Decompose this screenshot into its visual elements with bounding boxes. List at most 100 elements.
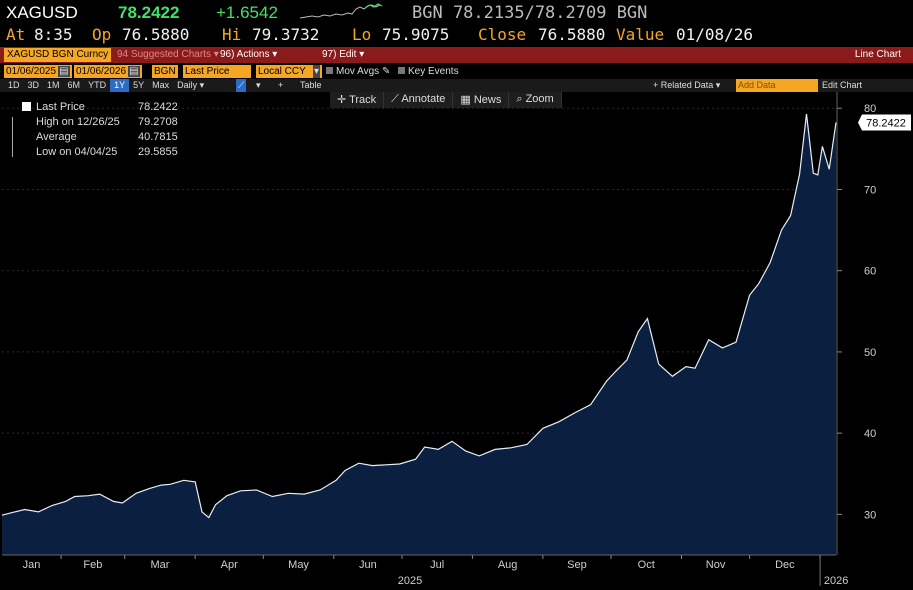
legend-avg-label: Average — [36, 131, 77, 143]
chart-tools: ✛ Track ⟋ Annotate ▦ News ⌕ Zoom — [330, 92, 562, 108]
chevron-down-icon: ▾ — [312, 65, 320, 78]
legend-bracket — [12, 117, 19, 157]
at-time: 8:35 — [34, 25, 73, 44]
y-tick-label: 70 — [864, 184, 876, 196]
high-value: 79.3732 — [252, 25, 320, 44]
period-3d[interactable]: 3D — [27, 80, 40, 90]
currency-selector[interactable]: Local CCY ▾ — [256, 65, 322, 78]
value-date: 01/08/26 — [676, 25, 754, 44]
quote-stats: At 8:35 Op 76.5880 Hi 79.3732 Lo 75.9075… — [6, 25, 911, 47]
at-label: At — [6, 25, 26, 44]
security-field[interactable]: XAGUSD BGN Curncy — [4, 48, 112, 62]
key-events-toggle[interactable]: Key Events — [398, 65, 459, 78]
low-label: Lo — [352, 25, 372, 44]
x-axis: Jan Feb Mar Apr May Jun Jul Aug Sep Oct Nov Dec 2025… — [2, 554, 848, 587]
x-tick-label: Sep — [567, 559, 587, 571]
annotate-label: Annotate — [401, 93, 446, 105]
related-data-label: + Related Data — [653, 80, 714, 90]
x-tick-label: Aug — [498, 559, 518, 571]
last-value-tag: 78.2422 — [858, 114, 911, 131]
year-label: 2025 — [398, 575, 422, 587]
news-button[interactable]: ▦ News — [453, 92, 510, 108]
edit-chart-label: Edit Chart — [822, 80, 863, 90]
quote-header: XAGUSD 78.2422 +1.6542 BGN 78.2135/78.27… — [6, 3, 911, 25]
x-tick-label: Jul — [430, 559, 444, 571]
value-label: Value — [616, 25, 665, 44]
actions-menu[interactable]: 96) Actions ▾ — [220, 48, 277, 62]
end-date-value: 01/06/2026 — [76, 66, 127, 77]
chart-legend: Last Price 78.2422 High on 12/26/25 79.2… — [10, 100, 208, 160]
period-6m[interactable]: 6M — [67, 80, 81, 90]
chevron-down-icon: ▾ — [356, 49, 365, 60]
close-label: Close — [478, 25, 527, 44]
close-value: 76.5880 — [538, 25, 606, 44]
price-line — [1, 113, 837, 519]
chart-controls: 01/06/2025 ▤ 01/06/2026 ▤ BGN Last Price L… — [0, 65, 913, 79]
key-events-label: Key Events — [408, 66, 459, 77]
more-icon[interactable]: + — [278, 80, 284, 90]
x-tick-label: Jun — [359, 559, 377, 571]
edit-menu[interactable]: 97) Edit ▾ — [322, 48, 364, 62]
currency-value: Local CCY — [258, 66, 306, 77]
suggested-charts-label: 94 Suggested Charts — [117, 49, 211, 60]
period-5y[interactable]: 5Y — [133, 80, 145, 90]
legend-avg-value: 40.7815 — [138, 131, 178, 143]
zoom-button[interactable]: ⌕ Zoom — [509, 92, 562, 108]
legend-low-label: Low on 04/04/25 — [36, 146, 118, 158]
chart-style-button[interactable]: ⟋ — [236, 79, 247, 92]
legend-low: Low on 04/04/25 29.5855 — [10, 145, 208, 160]
period-1d[interactable]: 1D — [8, 80, 20, 90]
chevron-down-icon[interactable]: ▾ — [256, 80, 261, 90]
period-max[interactable]: Max — [152, 80, 170, 90]
mov-avgs-toggle[interactable]: Mov Avgs ✎ — [326, 65, 390, 78]
edit-chart-button[interactable]: Edit Chart — [822, 79, 862, 92]
edit-label: 97) Edit — [322, 49, 357, 60]
add-data-input[interactable]: Add Data — [736, 79, 818, 92]
x-tick-label: Nov — [706, 559, 726, 571]
suggested-charts-button[interactable]: 94 Suggested Charts ▾ — [117, 48, 219, 62]
crosshair-icon: ✛ — [337, 94, 350, 106]
x-tick-label: Mar — [150, 559, 169, 571]
open-value: 76.5880 — [122, 25, 190, 44]
legend-last-price[interactable]: Last Price 78.2422 — [10, 100, 208, 115]
x-tick-label: Feb — [83, 559, 102, 571]
y-tick-label: 40 — [864, 428, 876, 440]
x-tick-label: Dec — [775, 559, 795, 571]
track-label: Track — [349, 94, 377, 106]
news-label: News — [473, 94, 502, 106]
start-date-value: 01/06/2025 — [6, 66, 57, 77]
period-1m[interactable]: 1M — [47, 80, 60, 90]
track-button[interactable]: ✛ Track — [330, 92, 385, 108]
table-button[interactable]: Table — [300, 80, 322, 90]
legend-last-value: 78.2422 — [138, 101, 178, 113]
source-field[interactable]: BGN — [152, 65, 178, 78]
price-chart[interactable]: 30 40 50 60 70 80 Jan Feb Mar Apr May Jun Jul Aug Sep… — [0, 92, 913, 590]
legend-swatch — [22, 102, 31, 111]
legend-high: High on 12/26/25 79.2708 — [10, 115, 208, 130]
last-value-text: 78.2422 — [866, 118, 906, 130]
end-date-field[interactable]: 01/06/2026 ▤ — [74, 65, 142, 78]
legend-low-value: 29.5855 — [138, 146, 178, 158]
chevron-down-icon: ▾ — [269, 49, 278, 60]
y-tick-label: 60 — [864, 266, 876, 278]
low-value: 75.9075 — [382, 25, 450, 44]
period-1y[interactable]: 1Y — [110, 79, 130, 92]
news-icon: ▦ — [460, 94, 474, 106]
period-bar: 1D 3D 1M 6M YTD 1Y 5Y Max Daily ▾ ⟋ ▾ + Table + … — [0, 79, 913, 92]
annotate-button[interactable]: ⟋ Annotate — [384, 92, 454, 108]
last-value-box — [858, 114, 911, 131]
x-tick-label: Oct — [638, 559, 655, 571]
y-tick-label: 50 — [864, 347, 876, 359]
period-selector: 1D 3D 1M 6M YTD 1Y 5Y Max Daily ▾ — [4, 79, 208, 92]
legend-high-value: 79.2708 — [138, 116, 178, 128]
price-area — [2, 113, 836, 556]
period-daily[interactable]: Daily ▾ — [177, 80, 205, 90]
start-date-field[interactable]: 01/06/2025 ▤ — [4, 65, 72, 78]
actions-label: 96) Actions — [220, 49, 270, 60]
period-ytd[interactable]: YTD — [88, 80, 107, 90]
related-data-button[interactable]: + Related Data ▾ — [653, 79, 720, 92]
line-chart-icon: ⟋ — [238, 80, 245, 90]
high-label: Hi — [222, 25, 242, 44]
field-selector[interactable]: Last Price — [183, 65, 251, 78]
pencil-icon: ✎ — [379, 66, 391, 77]
